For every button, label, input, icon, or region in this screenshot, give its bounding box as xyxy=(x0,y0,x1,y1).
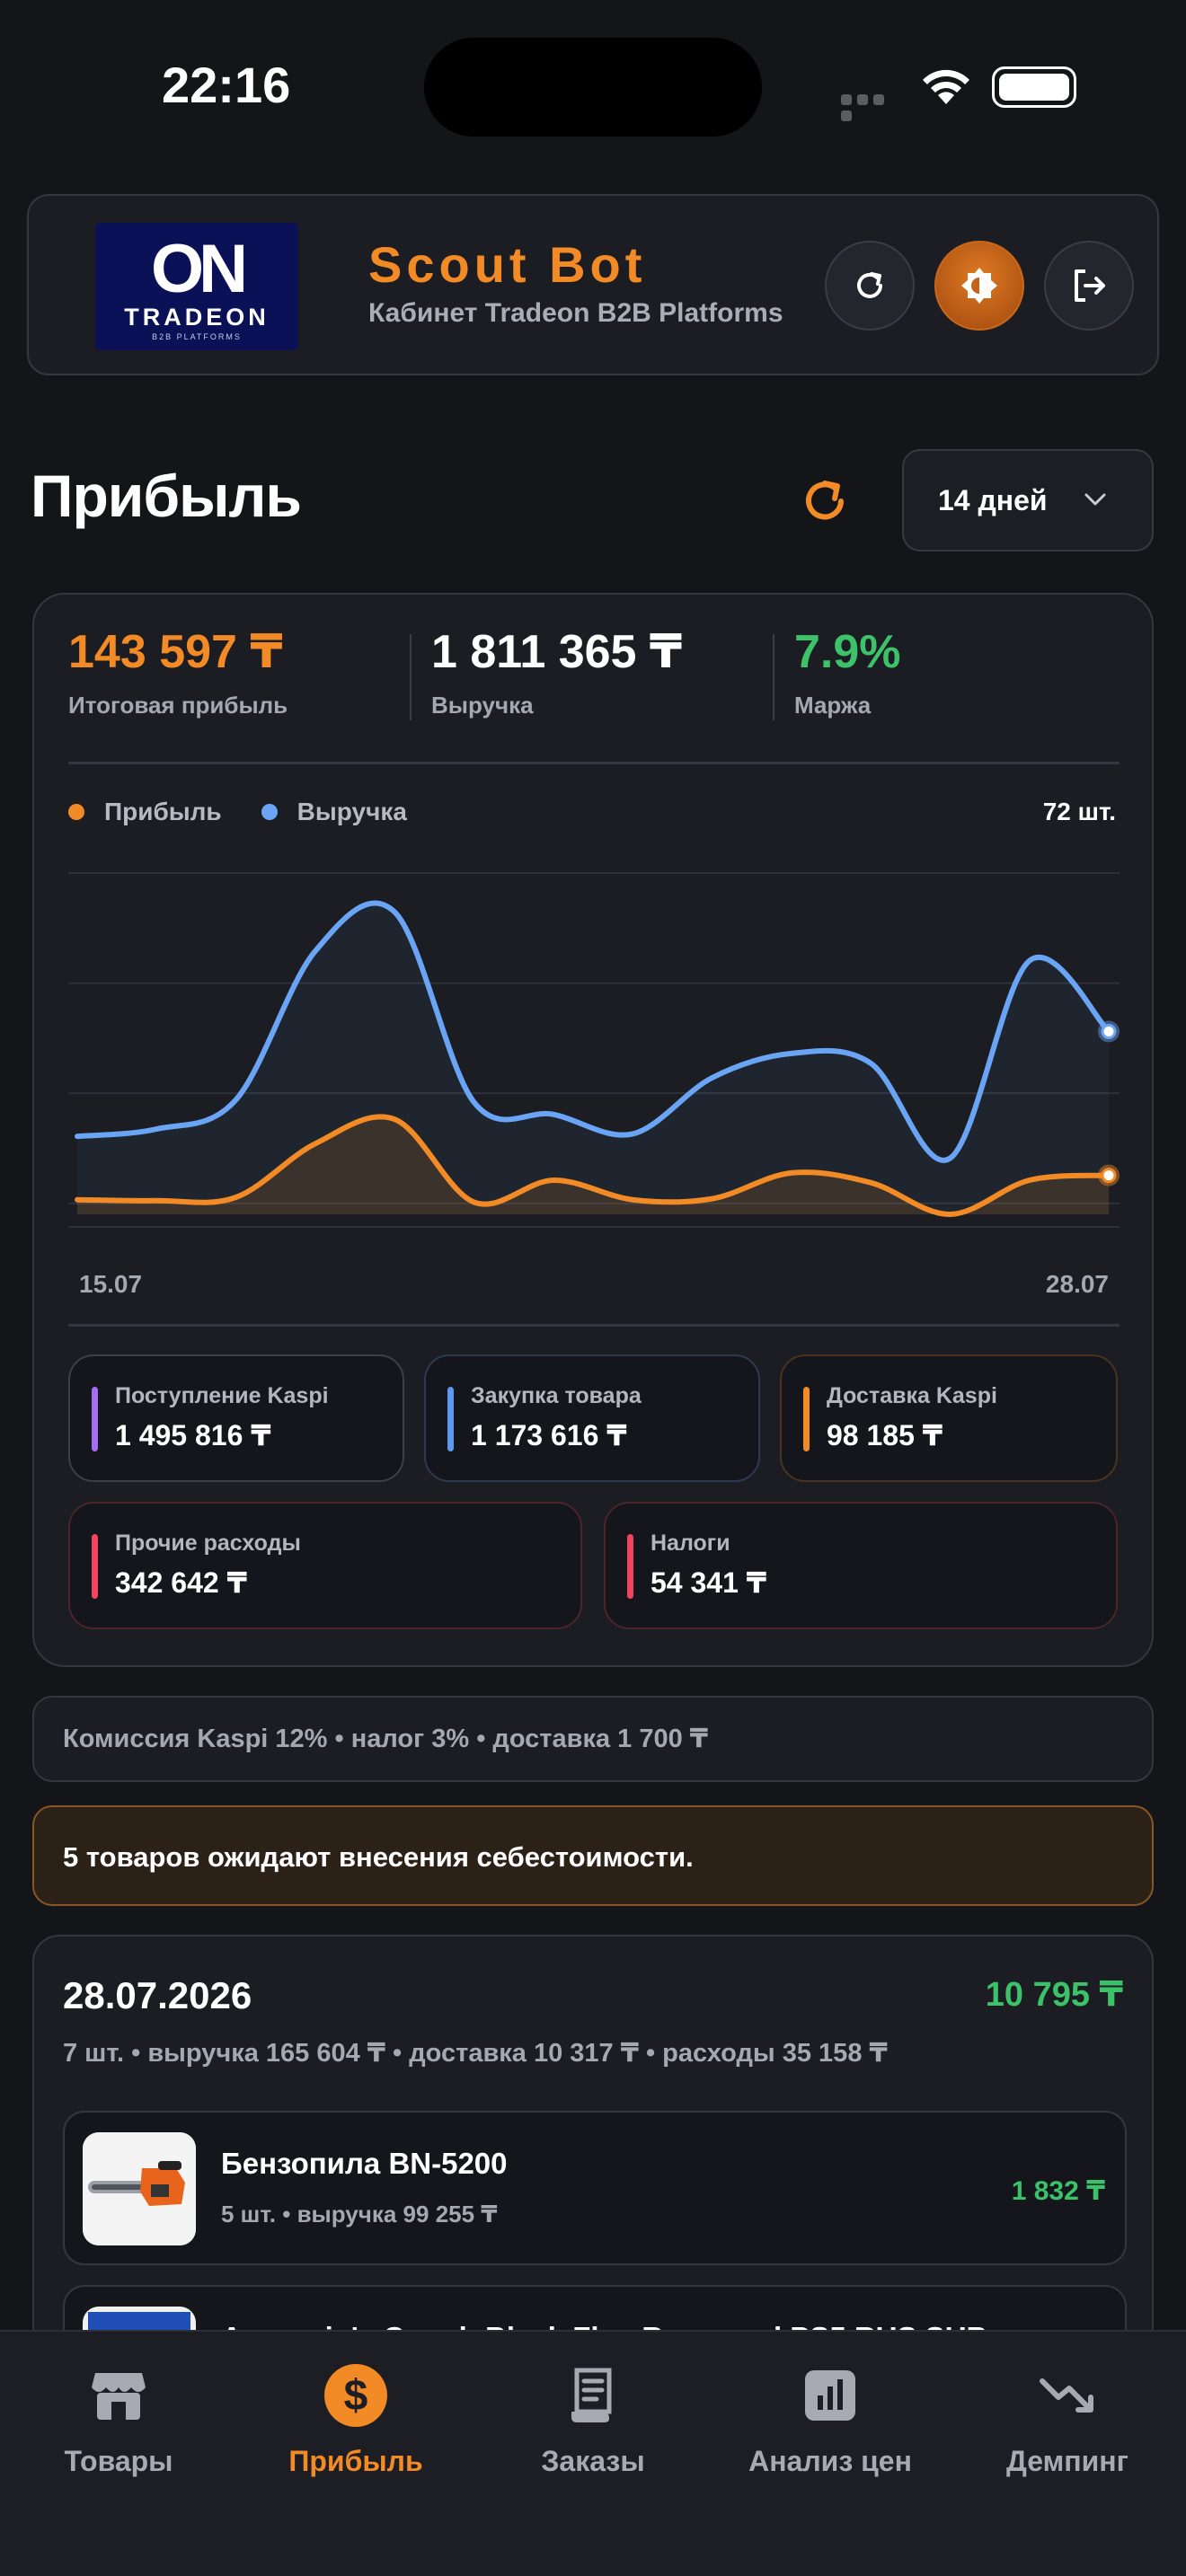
tab-price-analysis[interactable]: Анализ цен xyxy=(722,2362,938,2478)
cellular-icon xyxy=(841,93,904,121)
page-title: Прибыль xyxy=(31,463,302,529)
svg-text:$: $ xyxy=(344,2372,368,2420)
commission-info: Комиссия Kaspi 12% • налог 3% • доставка… xyxy=(32,1696,1154,1782)
app-subtitle: Кабинет Tradeon B2B Platforms xyxy=(368,298,783,328)
tab-products[interactable]: Товары xyxy=(11,2362,226,2478)
receipt-icon xyxy=(571,2368,612,2422)
refresh-icon xyxy=(857,272,882,298)
chevron-down-icon xyxy=(1084,493,1106,506)
kpi-other-expenses: Прочие расходы 342 642 ₸ xyxy=(68,1502,582,1629)
reload-button[interactable] xyxy=(798,474,852,528)
kpi-kaspi-income: Поступление Kaspi 1 495 816 ₸ xyxy=(68,1354,404,1482)
tab-orders[interactable]: Заказы xyxy=(485,2362,701,2478)
metric-revenue: 1 811 365 ₸ Выручка xyxy=(431,626,683,719)
chart-legend: Прибыль Выручка xyxy=(68,798,407,826)
theme-icon xyxy=(961,268,997,304)
chainsaw-image xyxy=(83,2132,196,2245)
header-card: ON TRADEON B2B PLATFORMS Scout Bot Кабин… xyxy=(27,194,1159,375)
series-line-1 xyxy=(75,1114,1111,1218)
kpi-delivery: Доставка Kaspi 98 185 ₸ xyxy=(780,1354,1118,1482)
series-line-0 xyxy=(75,900,1111,1163)
logout-icon xyxy=(1075,269,1105,302)
logout-button[interactable] xyxy=(1044,241,1134,331)
tradeon-logo: ON TRADEON B2B PLATFORMS xyxy=(95,223,298,350)
app-title: Scout Bot xyxy=(368,236,647,293)
theme-toggle-button[interactable] xyxy=(934,241,1024,331)
metric-margin: 7.9% Маржа xyxy=(794,626,901,719)
product-thumbnail xyxy=(83,2132,196,2245)
tab-dumping[interactable]: Демпинг xyxy=(960,2362,1175,2478)
tab-bar: Товары $ Прибыль Заказы Анализ цен Демпи… xyxy=(0,2330,1186,2576)
series-area-1 xyxy=(77,1116,1109,1215)
legend-revenue: Выручка xyxy=(296,798,407,825)
kpi-purchase: Закупка товара 1 173 616 ₸ xyxy=(424,1354,760,1482)
profit-card: 143 597 ₸ Итоговая прибыль 1 811 365 ₸ В… xyxy=(32,593,1154,1667)
tab-profit[interactable]: $ Прибыль xyxy=(248,2362,464,2478)
product-name: Бензопила BN-5200 xyxy=(221,2147,508,2180)
dynamic-island xyxy=(424,38,762,137)
period-select[interactable]: 14 дней xyxy=(902,449,1154,551)
status-time: 22:16 xyxy=(162,57,291,113)
series-end-point-0 xyxy=(1101,1023,1117,1039)
legend-revenue-dot xyxy=(261,804,278,820)
items-count: 72 шт. xyxy=(1042,798,1116,825)
wifi-icon xyxy=(923,69,969,104)
series-area-0 xyxy=(77,903,1109,1214)
kpi-taxes: Налоги 54 341 ₸ xyxy=(604,1502,1118,1629)
day-profit: 10 795 ₸ xyxy=(985,1976,1123,2014)
profit-chart xyxy=(68,872,1120,1228)
metric-profit: 143 597 ₸ Итоговая прибыль xyxy=(68,626,288,719)
battery-icon xyxy=(992,66,1076,108)
legend-profit-dot xyxy=(68,804,84,820)
x-label-end: 28.07 xyxy=(1045,1270,1109,1298)
series-end-point-1 xyxy=(1101,1168,1117,1184)
day-summary: 7 шт. • выручка 165 604 ₸ • доставка 10 … xyxy=(63,2039,888,2068)
day-date: 28.07.2026 xyxy=(63,1974,252,2016)
product-row[interactable]: Бензопила BN-5200 5 шт. • выручка 99 255… xyxy=(63,2111,1127,2265)
x-label-start: 15.07 xyxy=(79,1270,143,1298)
chart-icon xyxy=(805,2370,855,2421)
dollar-icon: $ xyxy=(324,2364,387,2427)
product-profit: 1 832 ₸ xyxy=(1011,2176,1105,2206)
product-meta: 5 шт. • выручка 99 255 ₸ xyxy=(221,2201,498,2228)
legend-profit: Прибыль xyxy=(104,798,222,825)
trend-down-icon xyxy=(1040,2378,1093,2413)
store-icon xyxy=(92,2373,146,2420)
refresh-button[interactable] xyxy=(825,241,915,331)
cost-warning-banner[interactable]: 5 товаров ожидают внесения себестоимости… xyxy=(32,1805,1154,1906)
